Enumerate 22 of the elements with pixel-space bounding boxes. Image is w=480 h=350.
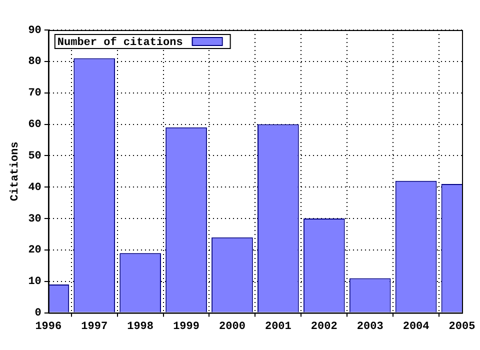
y-tick-label: 30 xyxy=(28,213,42,226)
x-tick-label: 2001 xyxy=(264,321,292,334)
y-tick-label: 90 xyxy=(28,24,42,37)
x-tick-label: 2000 xyxy=(219,321,246,334)
y-axis-title: Citations xyxy=(9,142,22,202)
x-tick-label: 1997 xyxy=(81,321,108,334)
x-tick-label: 2004 xyxy=(402,321,430,334)
y-tick-label: 40 xyxy=(28,182,42,194)
legend-label: Number of citations xyxy=(57,36,183,49)
y-tick-label: 10 xyxy=(28,276,42,288)
x-tick-label: 1996 xyxy=(35,321,62,334)
x-tick-label: 1998 xyxy=(127,321,154,334)
y-tick-label: 80 xyxy=(28,56,42,68)
x-tick-label: 2003 xyxy=(356,321,384,334)
y-tick-label: 20 xyxy=(28,244,42,257)
x-tick-label: 2002 xyxy=(310,321,338,334)
x-tick-label: 2005 xyxy=(448,321,476,334)
y-tick-label: 50 xyxy=(28,150,42,162)
y-tick-label: 70 xyxy=(28,88,42,100)
x-tick-label: 1999 xyxy=(173,321,200,334)
y-tick-label: 0 xyxy=(34,308,42,320)
y-tick-label: 60 xyxy=(28,119,42,132)
